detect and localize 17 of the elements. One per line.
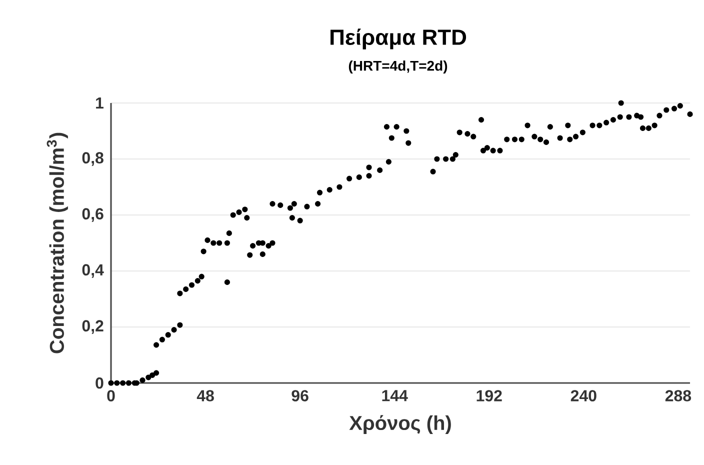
x-tick-label: 288 <box>665 390 692 402</box>
x-tick-label: 0 <box>107 390 115 402</box>
chart-title: Πείραμα RTD <box>330 28 466 50</box>
y-tick-label: 1 <box>96 97 104 108</box>
x-tick-label: 144 <box>382 390 408 402</box>
y-axis-title: Concentration (mol/m$^{3}$) <box>46 132 68 354</box>
x-tick-label: 240 <box>570 390 596 402</box>
y-tick-label: 0,4 <box>82 264 104 278</box>
chart-subtitle: (HRT=4d,T=2d) <box>348 60 448 74</box>
y-tick-label: 0,2 <box>82 320 104 334</box>
x-tick-label: 192 <box>476 390 502 402</box>
y-tick-label: 0,8 <box>82 152 104 166</box>
x-tick-label: 48 <box>196 390 214 402</box>
x-axis-title: Χρόνος (h) <box>349 415 451 434</box>
y-tick-label: 0,6 <box>82 208 104 222</box>
x-tick-label: 96 <box>292 390 308 402</box>
y-tick-label: 0 <box>96 377 104 389</box>
